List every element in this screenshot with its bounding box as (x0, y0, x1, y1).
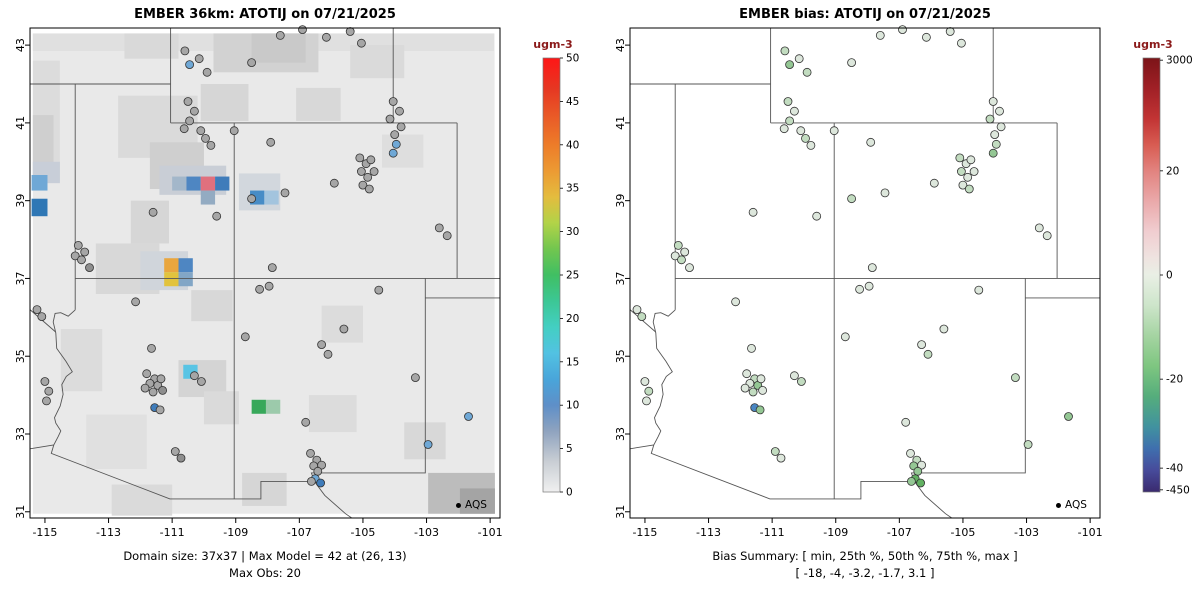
bias-caption-line1: Bias Summary: [ min, 25th %, 50th %, 75t… (712, 549, 1018, 563)
svg-text:0: 0 (566, 487, 573, 499)
svg-text:43: 43 (14, 38, 27, 52)
svg-text:31: 31 (614, 505, 627, 519)
svg-text:-103: -103 (414, 526, 439, 539)
svg-text:39: 39 (614, 194, 627, 208)
svg-text:5: 5 (566, 443, 573, 455)
svg-text:33: 33 (14, 427, 27, 441)
bias-chart-title: EMBER bias: ATOTIJ on 07/21/2025 (739, 7, 991, 22)
axis-ticks: -115 -113 -111 -109 -107 -105 -103 -101 31 33 35 37… (14, 38, 503, 539)
svg-text:15: 15 (566, 356, 579, 368)
bias-legend: AQS (1056, 499, 1087, 511)
svg-text:-111: -111 (160, 526, 185, 539)
model-panel: -115 -113 -111 -109 -107 -105 -103 -101 31 33 35 37… (14, 7, 579, 580)
svg-text:37: 37 (14, 271, 27, 285)
svg-text:-113: -113 (696, 526, 721, 539)
svg-text:45: 45 (566, 96, 579, 108)
svg-text:-113: -113 (96, 526, 121, 539)
model-colorbar-units-label: ugm-3 (533, 38, 573, 51)
svg-text:20: 20 (566, 313, 579, 325)
svg-text:39: 39 (14, 194, 27, 208)
aqs-dot-icon (1056, 502, 1061, 508)
svg-text:-103: -103 (1014, 526, 1039, 539)
bias-panel: -115 -113 -111 -109 -107 -105 -103 -101 31 33 35 37… (600, 0, 1200, 600)
svg-text:0: 0 (1166, 270, 1173, 282)
model-map: -115 -113 -111 -109 -107 -105 -103 -101 31 33 35 37… (14, 25, 579, 539)
svg-text:-450: -450 (1166, 484, 1190, 496)
aqs-dot-icon (456, 502, 461, 508)
svg-text:-107: -107 (887, 526, 912, 539)
model-caption-line1: Domain size: 37x37 | Max Model = 42 at (… (123, 549, 407, 563)
colorbar: 0 5 10 15 20 25 30 35 40 45 50 (542, 53, 579, 499)
bias-legend-label: AQS (1065, 499, 1087, 511)
svg-text:-115: -115 (632, 526, 657, 539)
raster-layer (31, 33, 495, 516)
svg-text:-40: -40 (1166, 463, 1183, 475)
svg-text:43: 43 (614, 38, 627, 52)
model-legend-label: AQS (465, 499, 487, 511)
svg-text:-105: -105 (350, 526, 375, 539)
svg-text:50: 50 (566, 53, 579, 65)
svg-text:33: 33 (614, 427, 627, 441)
svg-text:-109: -109 (823, 526, 848, 539)
svg-text:20: 20 (1166, 165, 1179, 177)
svg-text:3000: 3000 (1166, 55, 1193, 67)
svg-text:-111: -111 (760, 526, 785, 539)
state-borders (629, 28, 1100, 519)
model-legend: AQS (456, 499, 487, 511)
bias-caption-line2: [ -18, -4, -3.2, -1.7, 3.1 ] (795, 566, 935, 580)
svg-text:31: 31 (14, 505, 27, 519)
model-caption-line2: Max Obs: 20 (229, 566, 301, 580)
bias-map: -115 -113 -111 -109 -107 -105 -103 -101 31 33 35 37… (614, 25, 1193, 539)
svg-text:25: 25 (566, 270, 579, 282)
svg-text:35: 35 (614, 349, 627, 363)
svg-text:-101: -101 (1078, 526, 1103, 539)
svg-text:35: 35 (14, 349, 27, 363)
svg-text:40: 40 (566, 139, 579, 151)
svg-text:-105: -105 (950, 526, 975, 539)
axis-ticks: -115 -113 -111 -109 -107 -105 -103 -101 31 33 35 37… (614, 38, 1103, 539)
svg-text:35: 35 (566, 183, 579, 195)
svg-text:-115: -115 (32, 526, 57, 539)
svg-text:-101: -101 (478, 526, 503, 539)
model-chart-title: EMBER 36km: ATOTIJ on 07/21/2025 (134, 7, 396, 22)
svg-text:10: 10 (566, 400, 579, 412)
svg-text:37: 37 (614, 271, 627, 285)
svg-text:-109: -109 (223, 526, 248, 539)
svg-text:-107: -107 (287, 526, 312, 539)
observation-points (632, 25, 1073, 488)
svg-text:30: 30 (566, 226, 579, 238)
bias-colorbar-units-label: ugm-3 (1133, 38, 1173, 51)
colorbar: 3000 20 0 -20 -40 -450 (1142, 55, 1193, 496)
svg-text:41: 41 (614, 116, 627, 130)
svg-text:-20: -20 (1166, 374, 1183, 386)
svg-text:41: 41 (14, 116, 27, 130)
observation-points (32, 25, 473, 488)
